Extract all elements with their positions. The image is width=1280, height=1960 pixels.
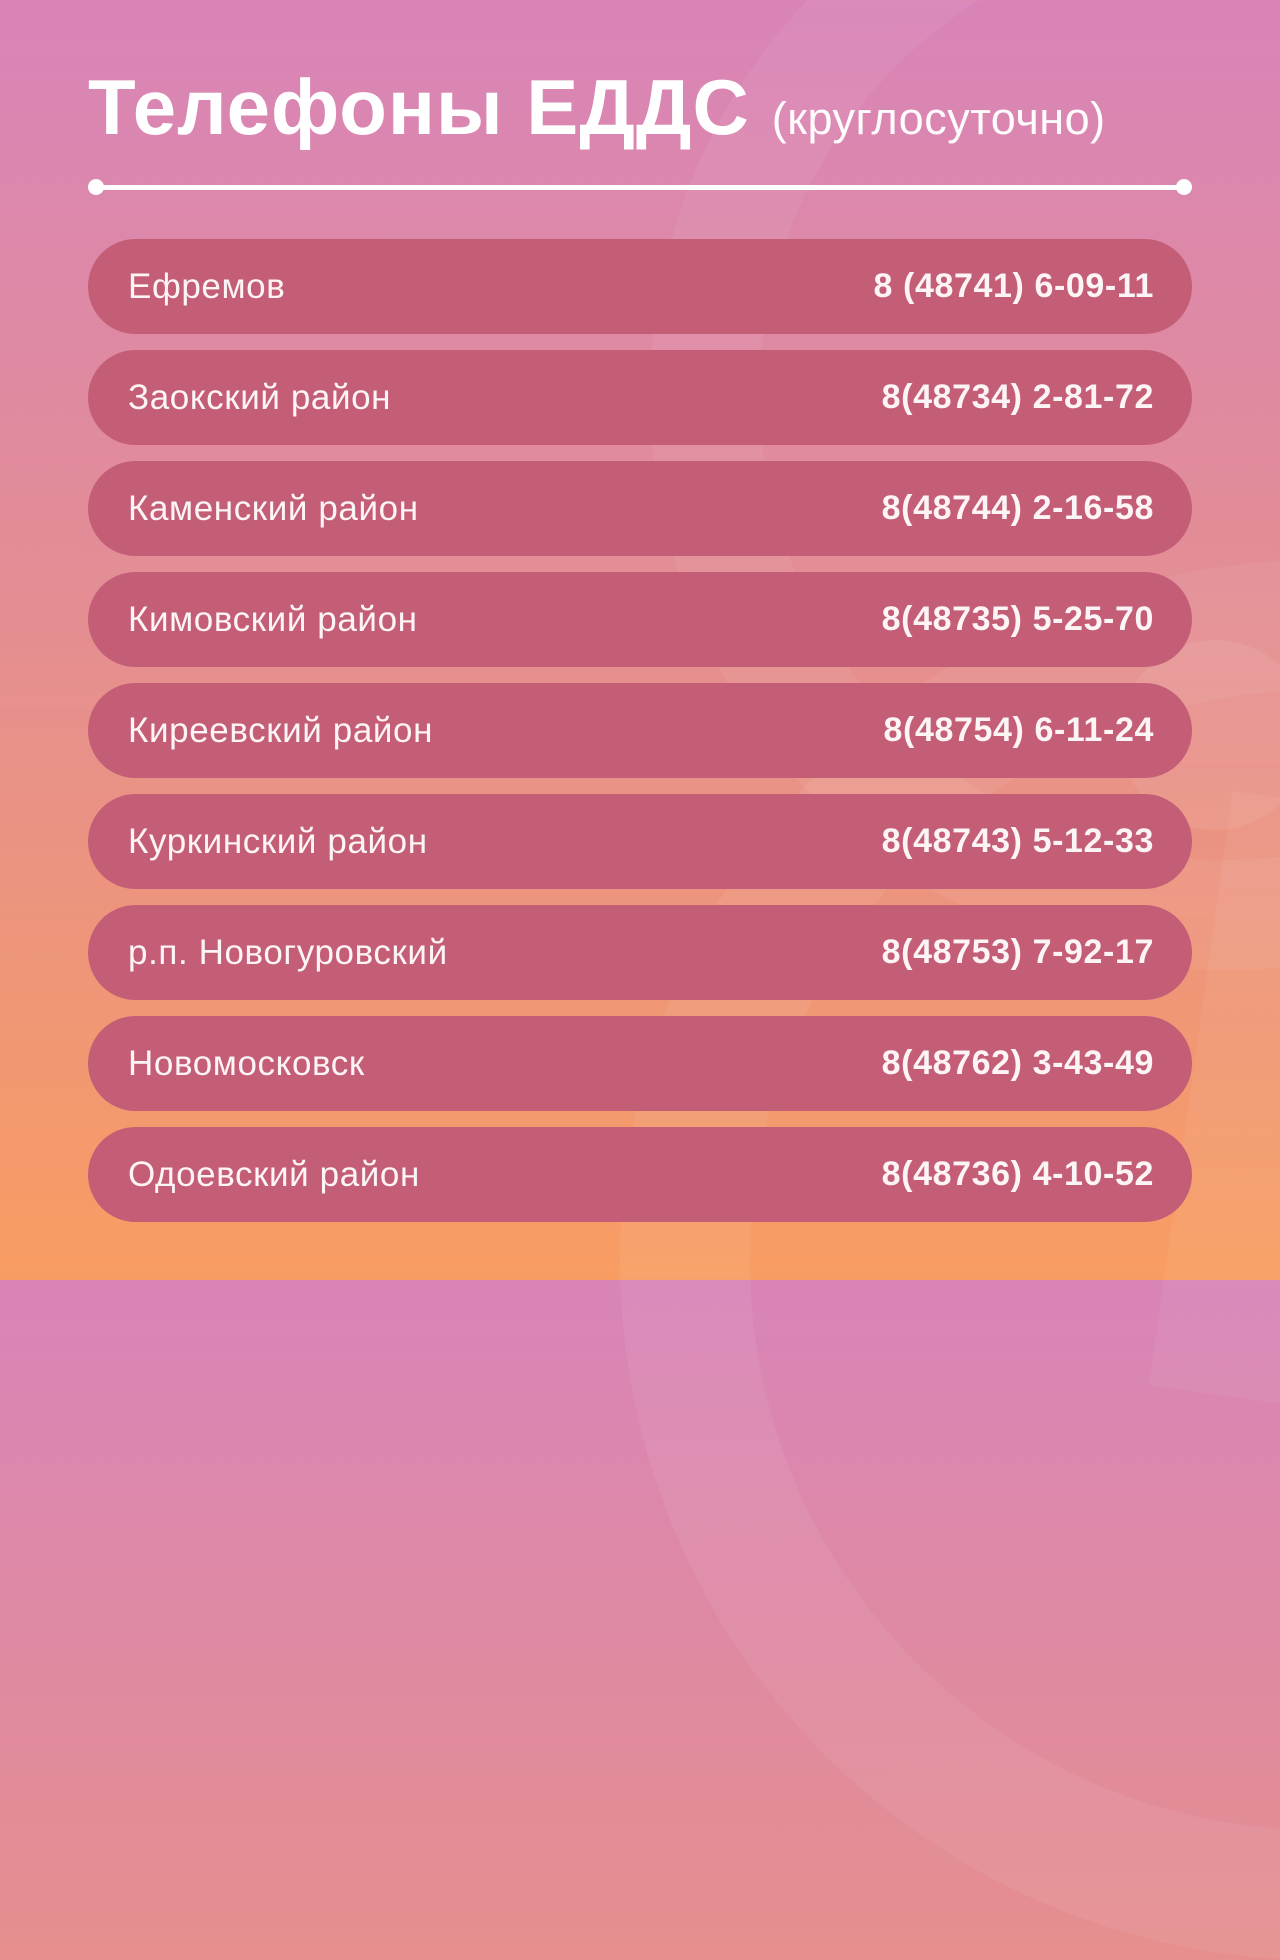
phone-row: Каменский район 8(48744) 2-16-58 bbox=[88, 461, 1192, 556]
district-name: Каменский район bbox=[128, 488, 419, 528]
phone-row: Кимовский район 8(48735) 5-25-70 bbox=[88, 572, 1192, 667]
phone-number: 8(48734) 2-81-72 bbox=[881, 378, 1154, 416]
phone-list: Ефремов 8 (48741) 6-09-11 Заокский район… bbox=[88, 239, 1192, 1222]
header: Телефоны ЕДДС (круглосуточно) bbox=[88, 62, 1192, 153]
phone-row: Новомосковск 8(48762) 3-43-49 bbox=[88, 1016, 1192, 1111]
divider-line bbox=[102, 184, 1178, 190]
district-name: Куркинский район bbox=[128, 821, 428, 861]
divider bbox=[88, 179, 1192, 195]
divider-dot-right bbox=[1176, 179, 1192, 195]
phone-number: 8(48736) 4-10-52 bbox=[881, 1155, 1154, 1193]
poster: Телефоны ЕДДС (круглосуточно) Ефремов 8 … bbox=[88, 62, 1192, 1222]
phone-row: Одоевский район 8(48736) 4-10-52 bbox=[88, 1127, 1192, 1222]
phone-number: 8(48744) 2-16-58 bbox=[881, 489, 1154, 527]
phone-number: 8 (48741) 6-09-11 bbox=[873, 267, 1154, 305]
district-name: Киреевский район bbox=[128, 710, 434, 750]
divider-dot-left bbox=[88, 179, 104, 195]
district-name: Одоевский район bbox=[128, 1154, 420, 1194]
district-name: Кимовский район bbox=[128, 599, 418, 639]
phone-row: Куркинский район 8(48743) 5-12-33 bbox=[88, 794, 1192, 889]
phone-row: Киреевский район 8(48754) 6-11-24 bbox=[88, 683, 1192, 778]
phone-row: р.п. Новогуровский 8(48753) 7-92-17 bbox=[88, 905, 1192, 1000]
district-name: Новомосковск bbox=[128, 1043, 365, 1083]
phone-number: 8(48762) 3-43-49 bbox=[881, 1044, 1154, 1082]
district-name: Ефремов bbox=[128, 266, 286, 306]
page-subtitle: (круглосуточно) bbox=[771, 93, 1106, 144]
phone-row: Заокский район 8(48734) 2-81-72 bbox=[88, 350, 1192, 445]
phone-number: 8(48735) 5-25-70 bbox=[881, 600, 1154, 638]
page-title: Телефоны ЕДДС bbox=[88, 63, 750, 151]
district-name: Заокский район bbox=[128, 377, 392, 417]
phone-number: 8(48753) 7-92-17 bbox=[881, 933, 1154, 971]
phone-number: 8(48743) 5-12-33 bbox=[881, 822, 1154, 860]
district-name: р.п. Новогуровский bbox=[128, 932, 448, 972]
phone-number: 8(48754) 6-11-24 bbox=[883, 711, 1154, 749]
phone-row: Ефремов 8 (48741) 6-09-11 bbox=[88, 239, 1192, 334]
